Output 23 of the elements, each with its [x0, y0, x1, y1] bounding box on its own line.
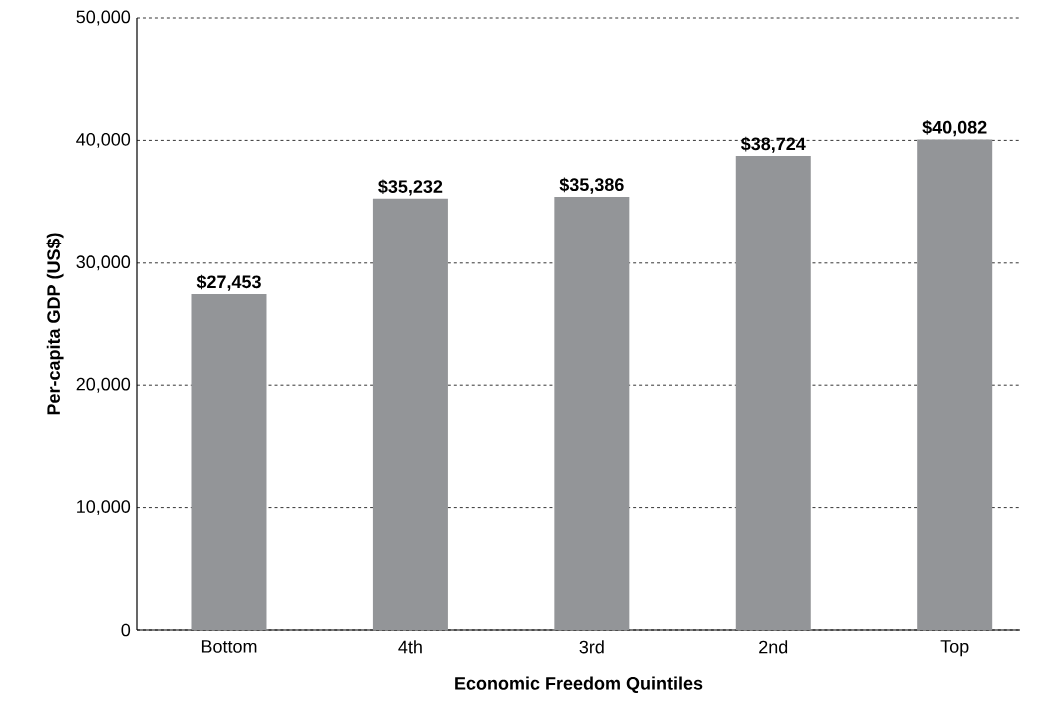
bar — [554, 196, 630, 630]
y-tick-label: 10,000 — [77, 500, 131, 516]
data-label: $38,724 — [740, 136, 806, 153]
x-tick-label: 3rd — [579, 640, 604, 654]
x-tick-label: 4th — [398, 640, 422, 654]
bar — [191, 293, 267, 630]
data-label: $27,453 — [196, 274, 261, 291]
bar — [735, 156, 811, 630]
y-tick-label: 40,000 — [76, 132, 131, 148]
bar — [917, 139, 993, 630]
data-label: $40,082 — [922, 120, 987, 137]
y-tick-label: 50,000 — [76, 10, 131, 26]
data-label: $35,232 — [378, 179, 443, 196]
x-tick-label: Bottom — [201, 640, 257, 653]
y-axis-title: Per-capita GDP (US$) — [46, 233, 64, 415]
x-tick-label: 2nd — [759, 640, 788, 654]
x-axis-title: Economic Freedom Quintiles — [455, 676, 703, 694]
y-tick-label: 0 — [121, 623, 131, 637]
data-label: $35,386 — [559, 177, 624, 194]
y-tick-label: 30,000 — [76, 255, 131, 271]
bar — [372, 198, 448, 630]
y-tick-label: 20,000 — [76, 377, 131, 393]
x-tick-label: Top — [940, 640, 969, 657]
